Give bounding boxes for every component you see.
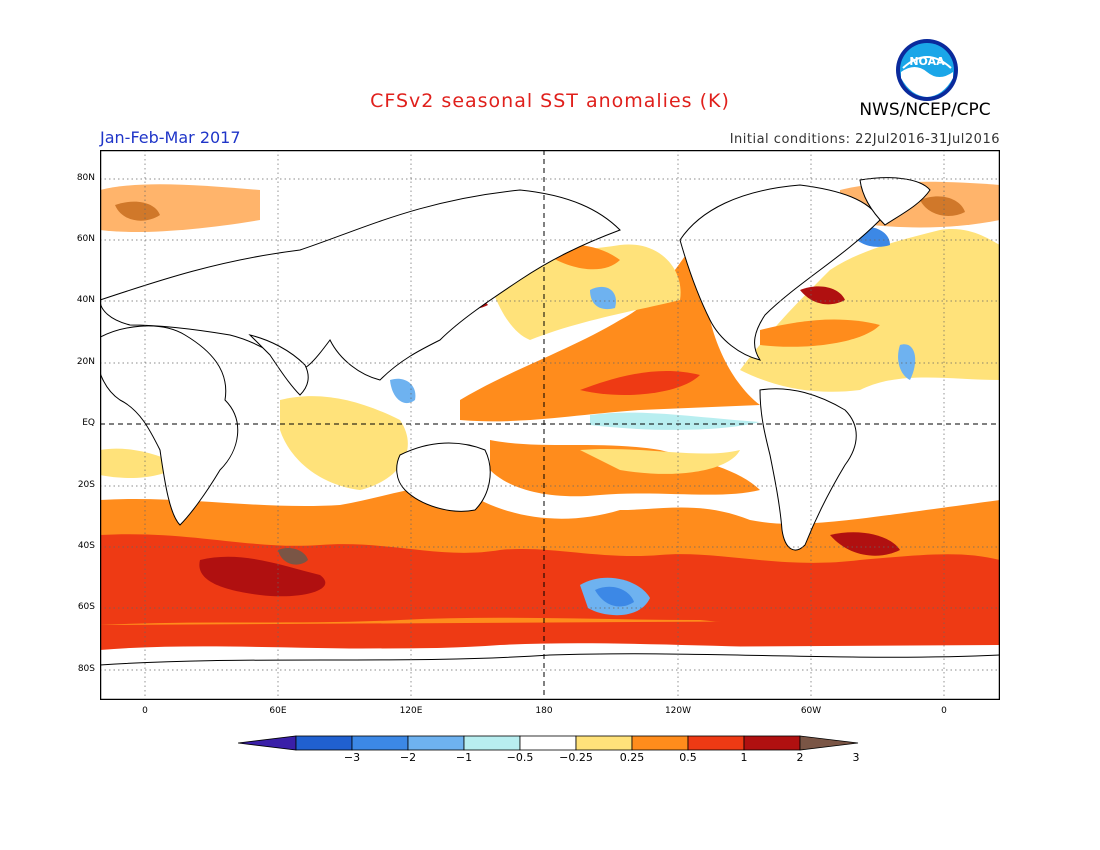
sst-anomaly-map xyxy=(100,150,1000,700)
indian-ocean-extreme-patch xyxy=(278,548,308,565)
colorbar-label: −2 xyxy=(399,751,417,764)
color-legend xyxy=(238,735,859,751)
noaa-logo: NOAA xyxy=(896,39,958,101)
lon-label: 180 xyxy=(535,706,553,716)
africa-outline xyxy=(100,325,239,526)
initial-conditions: Initial conditions: 22Jul2016-31Jul2016 xyxy=(729,132,1000,147)
antarctic-edge-strip xyxy=(100,620,1000,650)
colorbar-segment xyxy=(295,735,353,751)
southern-ocean-strong-band xyxy=(100,534,1000,628)
north-atlantic-warm xyxy=(740,228,1000,392)
map-title: CFSv2 seasonal SST anomalies (K) xyxy=(370,90,730,112)
map-frame xyxy=(100,150,1000,700)
antarctica-outline xyxy=(100,653,1000,666)
lat-label: EQ xyxy=(82,418,95,428)
lon-label: 0 xyxy=(142,706,148,716)
south-atlantic-hot-patch xyxy=(830,532,900,556)
colorbar-segment xyxy=(351,735,409,751)
colorbar-segment xyxy=(519,735,577,751)
colorbar-label: 1 xyxy=(740,751,748,764)
lon-label: 0 xyxy=(941,706,947,716)
lat-label: 20N xyxy=(76,357,95,367)
south-america-outline xyxy=(759,388,857,551)
tropical-weak-warm xyxy=(580,448,740,474)
eurasia-outline xyxy=(100,189,621,381)
lat-label: 80S xyxy=(77,664,95,674)
lat-label: 80N xyxy=(76,173,95,183)
lon-label: 120E xyxy=(399,706,423,716)
colorbar-segment xyxy=(575,735,633,751)
colorbar-segment xyxy=(463,735,521,751)
maritime-continent-cold xyxy=(390,378,416,404)
colorbar-segment xyxy=(743,735,801,751)
colorbar-label: 2 xyxy=(796,751,804,764)
lon-label: 60E xyxy=(269,706,287,716)
tropical-atlantic-cold-strip xyxy=(898,344,916,380)
colorbar-label: 3 xyxy=(852,751,860,764)
colorbar-label: 0.5 xyxy=(679,751,697,764)
colorbar-label: −1 xyxy=(455,751,473,764)
noaa-logo-text: NOAA xyxy=(909,55,945,68)
north-atlantic-orange-band xyxy=(760,319,880,347)
colorbar-label: −3 xyxy=(343,751,361,764)
tropical-pacific-strong-core xyxy=(580,370,700,395)
colorbar-label: −0.25 xyxy=(559,751,593,764)
lat-label: 60S xyxy=(77,602,95,612)
colorbar-label: 0.25 xyxy=(619,751,645,764)
arctic-warm-edge-west xyxy=(100,184,260,232)
lat-label: 40S xyxy=(77,541,95,551)
colorbar-arrow-high xyxy=(799,735,859,751)
graticule xyxy=(100,150,1000,700)
north-america-outline xyxy=(679,184,881,361)
equator-dateline xyxy=(100,150,1000,700)
southern-ocean-hot-patch xyxy=(199,556,326,597)
antarctic-land xyxy=(100,643,1000,700)
north-pacific-cold-patch xyxy=(590,286,616,310)
lat-label: 60N xyxy=(76,234,95,244)
lat-label: 40N xyxy=(76,295,95,305)
colorbar-segment xyxy=(407,735,465,751)
colorbar-label: −0.5 xyxy=(506,751,534,764)
colorbar-arrow-low xyxy=(238,735,297,751)
lon-label: 120W xyxy=(664,706,692,716)
australia-outline xyxy=(396,442,491,512)
arabia-india-outline xyxy=(248,334,309,396)
continent-outlines xyxy=(100,177,1000,666)
east-atlantic-weak-warm xyxy=(100,448,180,478)
colorbar-segment xyxy=(687,735,745,751)
indian-ocean-weak-warm xyxy=(280,396,408,490)
equatorial-cold-strip xyxy=(590,412,760,430)
lat-label: 20S xyxy=(77,480,95,490)
forecast-period: Jan-Feb-Mar 2017 xyxy=(100,128,241,147)
south-pacific-cold-core xyxy=(595,586,634,607)
lon-label: 60W xyxy=(800,706,822,716)
agency-label: NWS/NCEP/CPC xyxy=(859,100,991,120)
colorbar-segment xyxy=(631,735,689,751)
greenland-outline xyxy=(859,177,931,226)
